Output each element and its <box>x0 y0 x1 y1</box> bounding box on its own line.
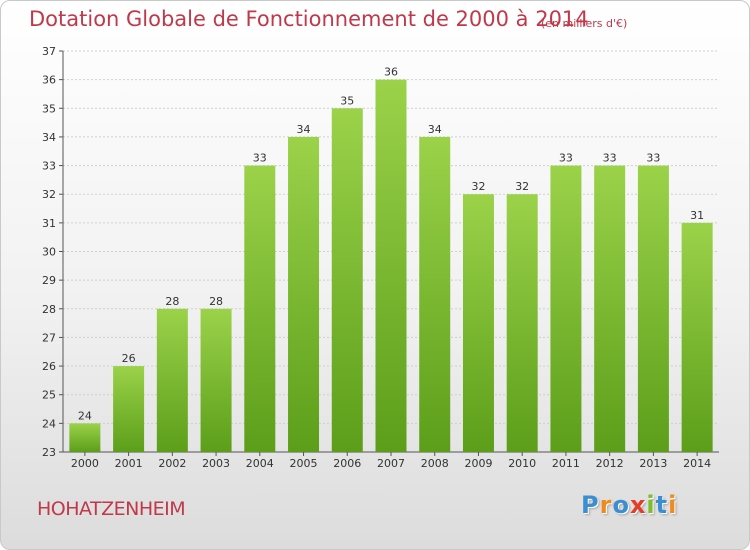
bar-value-label: 26 <box>122 352 136 365</box>
y-tick-label: 24 <box>42 417 56 430</box>
y-tick-label: 25 <box>42 389 56 402</box>
bar-value-label: 33 <box>603 152 617 165</box>
bar-value-label: 24 <box>78 409 92 422</box>
brand-letter: x <box>629 491 647 519</box>
brand-letter: o <box>612 491 630 519</box>
y-tick-label: 34 <box>42 131 56 144</box>
bar-value-label: 32 <box>515 180 529 193</box>
brand-letter: i <box>646 491 656 519</box>
y-tick-label: 31 <box>42 217 56 230</box>
x-tick-label: 2001 <box>115 457 143 470</box>
bar-value-label: 32 <box>471 180 485 193</box>
commune-name: HOHATZENHEIM <box>37 498 186 520</box>
labels: 23 24 25 26 27 28 29 30 31 32 33 34 35 36 37 24 2000 26 20… <box>42 45 711 470</box>
bar <box>113 366 145 452</box>
y-tick-label: 37 <box>42 45 56 58</box>
brand-letter: P <box>581 491 600 519</box>
x-tick-label: 2013 <box>639 457 667 470</box>
chart-title: Dotation Globale de Fonctionnement de 20… <box>29 7 589 31</box>
bar <box>594 165 626 453</box>
x-tick-label: 2004 <box>246 457 274 470</box>
bar <box>331 108 363 453</box>
bar-value-label: 33 <box>253 152 267 165</box>
x-tick-label: 2006 <box>333 457 361 470</box>
x-tick-label: 2012 <box>596 457 624 470</box>
x-tick-label: 2011 <box>552 457 580 470</box>
bar <box>200 308 232 452</box>
chart-subtitle: (en milliers d'€) <box>541 17 628 30</box>
brand-logo: Proxiti <box>581 491 677 519</box>
bar-value-label: 35 <box>340 94 354 107</box>
bar <box>506 194 538 452</box>
bar-value-label: 34 <box>428 123 442 136</box>
brand-letter: r <box>599 491 613 519</box>
brand-letter: t <box>655 491 669 519</box>
y-tick-label: 33 <box>42 160 56 173</box>
bar-value-label: 31 <box>690 209 704 222</box>
bar <box>637 165 669 453</box>
bar-value-label: 34 <box>297 123 311 136</box>
bar <box>419 136 451 452</box>
bars <box>69 79 713 453</box>
bar-value-label: 36 <box>384 66 398 79</box>
bar <box>462 194 494 452</box>
y-tick-label: 23 <box>42 446 56 459</box>
bar <box>550 165 582 453</box>
y-tick-label: 27 <box>42 331 56 344</box>
x-tick-label: 2014 <box>683 457 711 470</box>
bar <box>288 136 320 452</box>
y-tick-label: 30 <box>42 246 56 259</box>
y-tick-label: 26 <box>42 360 56 373</box>
bar <box>69 423 101 452</box>
bar <box>375 79 407 453</box>
x-tick-label: 2000 <box>71 457 99 470</box>
brand-letter: i <box>668 491 678 519</box>
y-tick-label: 36 <box>42 74 56 87</box>
x-tick-label: 2003 <box>202 457 230 470</box>
x-tick-label: 2008 <box>421 457 449 470</box>
bar-value-label: 33 <box>646 152 660 165</box>
bar-value-label: 28 <box>165 295 179 308</box>
bar <box>156 308 188 452</box>
y-tick-label: 29 <box>42 274 56 287</box>
x-tick-label: 2007 <box>377 457 405 470</box>
y-tick-label: 32 <box>42 188 56 201</box>
x-tick-label: 2009 <box>464 457 492 470</box>
x-tick-label: 2010 <box>508 457 536 470</box>
y-tick-label: 28 <box>42 303 56 316</box>
y-tick-label: 35 <box>42 102 56 115</box>
bar-value-label: 28 <box>209 295 223 308</box>
bar <box>244 165 276 453</box>
x-tick-label: 2005 <box>290 457 318 470</box>
x-tick-label: 2002 <box>158 457 186 470</box>
bar <box>681 222 713 452</box>
bar-value-label: 33 <box>559 152 573 165</box>
